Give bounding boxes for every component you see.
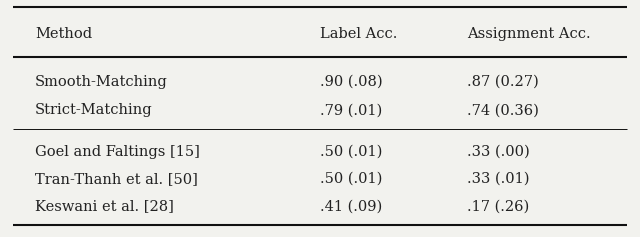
Text: .17 (.26): .17 (.26) (467, 199, 529, 213)
Text: .74 (0.36): .74 (0.36) (467, 103, 539, 117)
Text: .41 (.09): .41 (.09) (320, 199, 382, 213)
Text: Keswani et al. [28]: Keswani et al. [28] (35, 199, 174, 213)
Text: .33 (.01): .33 (.01) (467, 172, 530, 186)
Text: .50 (.01): .50 (.01) (320, 172, 382, 186)
Text: Smooth-Matching: Smooth-Matching (35, 75, 168, 89)
Text: Goel and Faltings [15]: Goel and Faltings [15] (35, 145, 200, 159)
Text: Assignment Acc.: Assignment Acc. (467, 27, 591, 41)
Text: .33 (.00): .33 (.00) (467, 145, 530, 159)
Text: Method: Method (35, 27, 92, 41)
Text: Label Acc.: Label Acc. (320, 27, 397, 41)
Text: .90 (.08): .90 (.08) (320, 75, 383, 89)
Text: .87 (0.27): .87 (0.27) (467, 75, 539, 89)
Text: Tran-Thanh et al. [50]: Tran-Thanh et al. [50] (35, 172, 198, 186)
Text: .50 (.01): .50 (.01) (320, 145, 382, 159)
Text: Strict-Matching: Strict-Matching (35, 103, 153, 117)
Text: .79 (.01): .79 (.01) (320, 103, 382, 117)
